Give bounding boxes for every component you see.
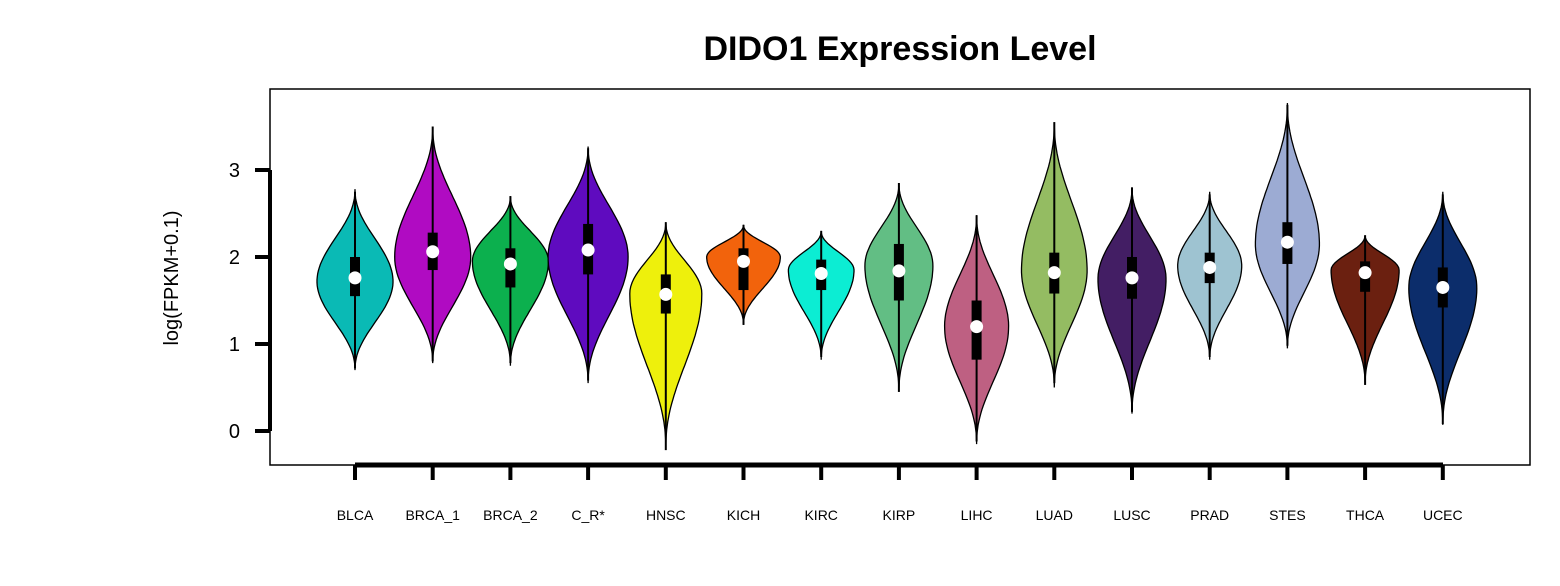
x-tick-label: STES — [1269, 507, 1306, 523]
chart-title: DIDO1 Expression Level — [703, 30, 1096, 68]
y-tick-label: 2 — [229, 247, 240, 269]
y-tick-label: 1 — [229, 334, 240, 356]
violin-STES — [1254, 103, 1321, 349]
violin-UCEC — [1408, 191, 1478, 425]
violin-KIRP — [864, 182, 934, 392]
violin-LIHC — [943, 215, 1010, 445]
x-tick-label: KIRP — [883, 507, 916, 523]
violin-median — [348, 271, 362, 285]
x-tick-label: BRCA_2 — [483, 507, 538, 523]
x-tick-label: LIHC — [961, 507, 993, 523]
violin-median — [503, 257, 517, 271]
violin-iqr-box — [738, 248, 749, 291]
y-axis-label: log(FPKM+0.1) — [161, 210, 183, 345]
violins-group — [316, 103, 1478, 451]
x-tick-label: PRAD — [1190, 507, 1229, 523]
violin-HNSC — [629, 222, 703, 451]
violin-median — [426, 245, 440, 259]
violin-PRAD — [1177, 191, 1243, 360]
violin-BRCA_2 — [471, 196, 550, 366]
violin-median — [1203, 260, 1217, 274]
violin-median — [1358, 266, 1372, 280]
x-tick-label: UCEC — [1423, 507, 1463, 523]
x-tick-label: BLCA — [337, 507, 374, 523]
x-tick-label: KICH — [727, 507, 760, 523]
violin-median — [1436, 280, 1450, 294]
x-tick-label: LUAD — [1036, 507, 1073, 523]
y-tick-label: 0 — [229, 421, 240, 443]
violin-BLCA — [316, 189, 394, 371]
x-tick-label: BRCA_1 — [405, 507, 460, 523]
y-axis: 0 1 2 3 — [229, 160, 272, 443]
y-tick-label: 3 — [229, 160, 240, 182]
x-axis: BLCA BRCA_1 BRCA_2 C_R* HNSC KICH KIRC KIRP LIHC… — [337, 462, 1463, 523]
x-tick-label: C_R* — [571, 507, 605, 523]
violin-C_R* — [547, 146, 629, 384]
violin-KIRC — [787, 230, 855, 360]
violin-median — [737, 254, 750, 268]
violin-median — [581, 243, 595, 257]
violin-KICH — [706, 224, 781, 325]
violin-BRCA_1 — [394, 126, 472, 364]
x-tick-label: KIRC — [804, 507, 837, 523]
x-tick-label: THCA — [1346, 507, 1385, 523]
violin-median — [814, 267, 828, 281]
violin-LUSC — [1097, 187, 1167, 414]
violin-LUAD — [1020, 122, 1088, 388]
x-tick-label: HNSC — [646, 507, 686, 523]
x-tick-label: LUSC — [1113, 507, 1150, 523]
violin-median — [1280, 235, 1294, 249]
violin-THCA — [1330, 235, 1400, 385]
violin-median — [970, 320, 984, 334]
violin-median — [659, 287, 673, 301]
violin-median — [1047, 266, 1061, 280]
violin-median — [892, 264, 906, 278]
violin-median — [1125, 271, 1139, 285]
